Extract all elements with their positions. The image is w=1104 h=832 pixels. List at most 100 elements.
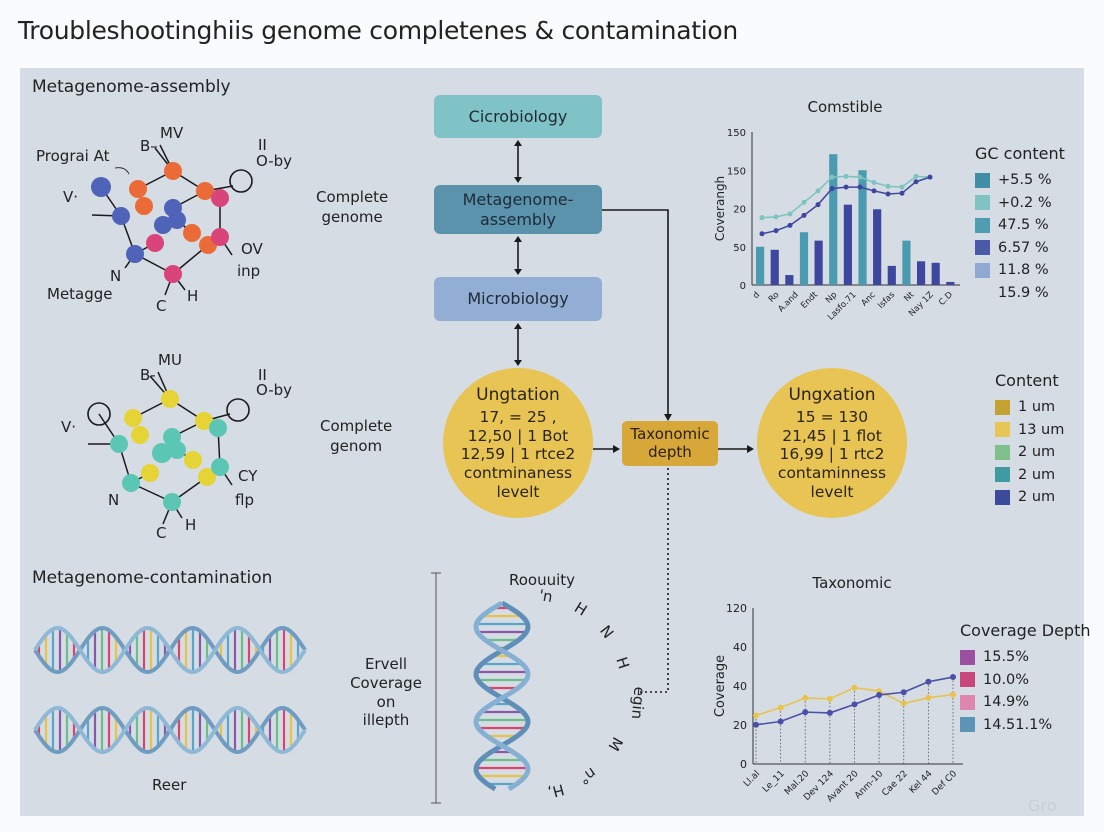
series-point (857, 174, 863, 180)
series-point (871, 179, 877, 185)
circle-line: 16,99 | 1 rtc2 (779, 445, 885, 464)
atom-label: H (185, 516, 197, 534)
bar (902, 240, 911, 285)
series-point (826, 695, 833, 702)
legend-title: GC content (975, 144, 1065, 163)
series-point (777, 718, 784, 725)
atom (161, 390, 179, 408)
circle-line: 12,59 | 1 rtce2 (460, 445, 576, 464)
y-tick-label: 20 (733, 205, 746, 216)
legend-label: 10.0% (983, 671, 1030, 688)
series-point (925, 694, 932, 701)
legend-label: 2 um (1018, 444, 1056, 461)
legend-item: 15.5% (960, 646, 1090, 669)
legend-swatch (960, 717, 975, 733)
arrow-assembly-taxbox (602, 209, 669, 417)
series-point (899, 190, 905, 196)
bar (785, 275, 794, 285)
atom (122, 474, 140, 492)
chart-title: Comstible (807, 98, 882, 116)
atom (112, 207, 130, 225)
gc-content-legend: GC content +5.5 % +0.2 % 47.5 % 6.57 % 11.8 %… (975, 144, 1065, 304)
x-tick-label: Np (824, 290, 839, 305)
dna-title: Roouuity (509, 571, 576, 589)
series-point (843, 173, 849, 179)
legend-item: 11.8 % (975, 259, 1065, 282)
legend-swatch (995, 399, 1010, 415)
x-tick-label: Endt (799, 290, 820, 311)
series-point (802, 709, 809, 716)
series-point (913, 173, 919, 179)
bar (916, 261, 926, 285)
atom (126, 245, 144, 263)
legend-label: +5.5 % (998, 172, 1052, 189)
atom (195, 412, 213, 430)
legend-item: 6.57 % (975, 237, 1065, 260)
series-point (802, 694, 809, 701)
legend-swatch (995, 422, 1010, 438)
atom (164, 265, 182, 283)
atom (168, 441, 186, 459)
series-point (815, 188, 821, 194)
y-tick-label: 150 (727, 128, 746, 139)
atom-label: N (108, 491, 120, 509)
section-label-assembly: Metagenome-assembly (32, 77, 231, 97)
complete-genome-label-2: Complete genom (320, 417, 393, 455)
series-point (950, 674, 956, 681)
legend-label: 2 um (1018, 489, 1056, 506)
bar (931, 262, 940, 285)
atom-label: N (110, 267, 122, 285)
legend-item: 2 um (995, 486, 1064, 509)
atom-label: B– (140, 137, 158, 155)
atom (131, 426, 149, 444)
legend-label: 2 um (1018, 466, 1056, 483)
x-tick-label: Anc (860, 290, 879, 309)
y-tick-label: 150 (727, 166, 746, 177)
series-point (885, 183, 891, 189)
atom-label: H (187, 287, 199, 305)
legend-item: 2 um (995, 441, 1064, 464)
y-tick-label: 40 (733, 680, 747, 693)
ungtation-circle-left: Ungtation 17, = 25 , 12,50 | 1 Bot 12,59… (443, 368, 593, 518)
x-tick-label: Nt (902, 290, 916, 304)
series-point (913, 179, 919, 185)
circle-heading: Ungxation (788, 384, 876, 405)
series-point (900, 689, 907, 696)
x-tick-label: Ro (767, 290, 782, 305)
legend-item: 47.5 % (975, 214, 1065, 237)
dna-strand (473, 600, 531, 792)
legend-title: Content (995, 371, 1059, 390)
atom-label: MV (160, 124, 184, 142)
x-tick-label: Def C0 (930, 769, 959, 798)
series-point (759, 215, 765, 221)
circle-line: levelt (810, 482, 854, 501)
legend-label: 15.9 % (998, 284, 1049, 301)
ungtation-circle-right: Ungxation 15 = 130 21,45 | 1 flot 16,99 … (757, 368, 907, 518)
dna-strand (33, 706, 307, 754)
bar (887, 265, 896, 285)
arc-letter: egin (627, 685, 649, 720)
series-point (885, 191, 891, 197)
bar (770, 249, 779, 285)
atom (141, 464, 159, 482)
atom (198, 468, 216, 486)
series-line (755, 676, 954, 726)
atom-label: flp (235, 491, 254, 509)
dotted-connector (640, 468, 669, 693)
series-point (787, 211, 793, 217)
bar (814, 240, 823, 285)
series-point (876, 691, 883, 698)
taxonomic-depth-box: Taxonomic depth (622, 421, 718, 466)
atom-label: V· (61, 418, 77, 436)
atom-label: II (258, 136, 267, 154)
flow-box-cicrobiology: Cicrobiology (434, 95, 602, 138)
open-atom (226, 398, 250, 422)
legend-item: 15.9 % (975, 282, 1065, 305)
dna-strand (473, 600, 531, 792)
series-point (787, 222, 793, 228)
bar (799, 232, 809, 285)
legend-swatch (960, 694, 975, 710)
callout-arrow (114, 167, 130, 175)
taxonomic-line-chart: TaxonomicCoverage0204040120Ll.alLe_11Mal… (713, 574, 963, 804)
atom-label: V· (63, 188, 79, 206)
